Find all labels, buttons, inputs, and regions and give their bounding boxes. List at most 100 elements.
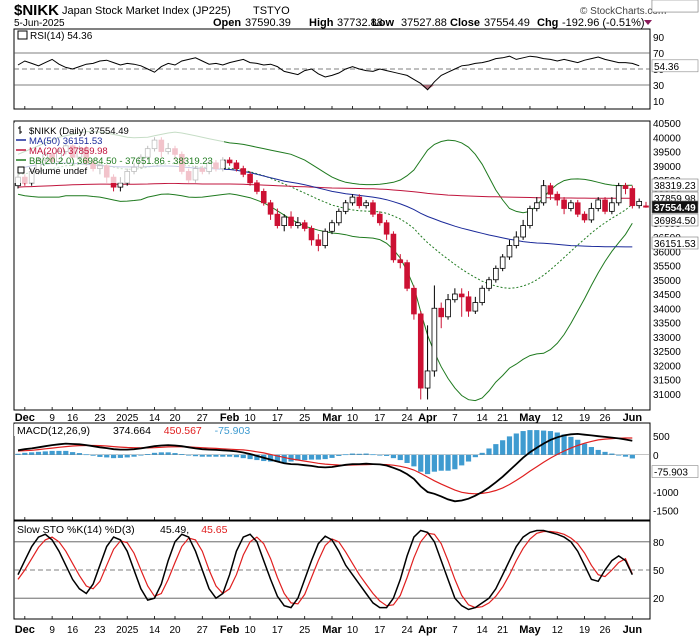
x-tick-label-bottom: 16 <box>67 625 79 636</box>
candle-body <box>356 196 363 207</box>
candle-body <box>465 296 472 312</box>
date-text: 5-Jun-2025 <box>14 18 65 29</box>
price-tick-label: 32000 <box>653 361 681 372</box>
price-tick-label: 39500 <box>653 148 681 159</box>
candle-body <box>622 185 629 189</box>
macd-histogram-bar <box>315 454 321 460</box>
candle-body <box>452 293 458 301</box>
macd-histogram-bar <box>349 453 356 455</box>
sto-legend-item: Slow STO %K(14) %D(3) <box>17 524 135 536</box>
x-tick-label-bottom: 17 <box>272 625 284 636</box>
open-value: 37590.39 <box>245 17 291 29</box>
sto-legend-item: 45.49, <box>160 524 189 536</box>
rsi-tick-label: 90 <box>653 33 665 44</box>
macd-tick-label: -1000 <box>653 488 679 499</box>
candle-body <box>342 202 349 212</box>
x-tick-label-bottom: 24 <box>402 625 414 636</box>
price-tick-label: 31000 <box>653 390 681 401</box>
macd-histogram-bar <box>151 452 158 455</box>
x-tick-label-price: 19 <box>579 413 591 424</box>
sto-last-label: 45.49 <box>654 0 679 3</box>
candle-body <box>295 222 301 226</box>
candle-body <box>479 287 485 303</box>
macd-hist-last-label-box <box>651 465 699 478</box>
candle-body <box>233 162 240 169</box>
macd-panel: 5000-500-1000-1500MACD(12,26,9)374.66445… <box>14 0 699 518</box>
sto-k-line <box>17 529 633 611</box>
macd-histogram-bar <box>35 451 42 455</box>
x-tick-label-bottom: May <box>519 624 541 636</box>
price-tag-box <box>651 200 699 214</box>
macd-histogram-bar <box>83 454 89 456</box>
price-tick-label: 40000 <box>653 133 681 144</box>
rsi-tick-label: 70 <box>653 49 665 60</box>
price-legend-bg <box>14 123 224 183</box>
x-tick-label-price: 27 <box>197 413 209 424</box>
macd-histogram-bar <box>199 454 205 457</box>
price-legend-item: MA(50) 36151.53 <box>29 136 102 147</box>
candle-body <box>458 293 465 298</box>
chg-value: -192.96 (-0.51%) <box>562 17 645 29</box>
candle-body <box>315 239 322 246</box>
price-tick-label: 34500 <box>653 290 681 301</box>
macd-histogram-bar <box>404 454 410 463</box>
macd-histogram-bar <box>117 454 123 458</box>
macd-histogram-bar <box>438 454 444 471</box>
price-tick-label: 36000 <box>653 247 681 258</box>
x-tick-label-price: 10 <box>245 413 257 424</box>
candle-body <box>554 193 561 201</box>
x-tick-label-price: Apr <box>418 412 438 424</box>
rsi-last-label: 54.36 <box>654 62 679 73</box>
candle-body <box>568 202 574 209</box>
candle-body <box>117 182 124 188</box>
macd-histogram-bar <box>165 452 171 455</box>
macd-tick-label: 500 <box>653 432 670 443</box>
macd-histogram-bar <box>63 450 69 455</box>
macd-histogram-bar <box>288 454 294 462</box>
candle-body <box>643 205 649 208</box>
macd-hist-last-label: -75.903 <box>654 468 688 479</box>
macd-histogram-bar <box>472 454 478 458</box>
candle-body <box>493 267 499 281</box>
x-tick-label-price: 14 <box>149 413 161 424</box>
x-tick-label-price: 21 <box>497 413 509 424</box>
price-tag-box <box>651 213 699 227</box>
price-tick-label: 34000 <box>653 304 681 315</box>
candle-body <box>527 208 533 227</box>
x-tick-label-bottom: 25 <box>299 625 311 636</box>
candle-body <box>349 196 356 204</box>
candle-body <box>370 202 376 215</box>
candle-body <box>383 222 390 235</box>
macd-histogram-bar <box>356 453 362 455</box>
macd-histogram-bar <box>42 451 48 455</box>
x-tick-label-price: 17 <box>272 413 284 424</box>
macd-histogram-bar <box>506 436 513 455</box>
price-tick-label: 33500 <box>653 319 681 330</box>
macd-histogram-bar <box>192 454 199 457</box>
sto-panel: 80 50 20 Slow STO %K(14) %D(3) 45.49, 45.65 45… <box>14 0 699 611</box>
ma200-line <box>17 182 633 199</box>
x-tick-label-price: 12 <box>552 413 564 424</box>
candle-body <box>411 287 417 315</box>
macd-legend-item: MACD(12,26,9) <box>17 425 90 437</box>
sto-last-label-box <box>651 0 699 13</box>
macd-histogram-bar <box>158 452 164 455</box>
x-tick-label-price: 2025 <box>116 413 139 424</box>
candle-body <box>602 199 608 212</box>
x-tick-label-bottom: 19 <box>579 625 591 636</box>
candle-body <box>254 182 260 192</box>
x-tick-label-price: 23 <box>94 413 106 424</box>
close-value: 37554.49 <box>484 17 530 29</box>
price-tag-box <box>651 178 699 192</box>
candle-body <box>281 216 288 227</box>
macd-histogram-bar <box>247 454 253 460</box>
candle-body <box>397 259 404 264</box>
macd-histogram-bar <box>172 453 178 455</box>
macd-histogram-bar <box>500 440 506 455</box>
candle-body <box>533 202 540 209</box>
price-tick-label: 39000 <box>653 162 681 173</box>
macd-histogram-bar <box>104 454 110 458</box>
candle-body <box>424 370 431 389</box>
